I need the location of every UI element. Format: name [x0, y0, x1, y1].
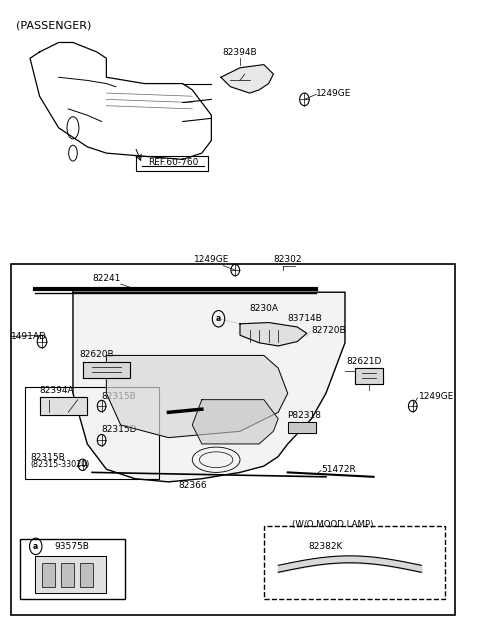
Text: REF.60-760: REF.60-760 [148, 158, 198, 167]
Text: 51472R: 51472R [321, 465, 356, 474]
Text: 1249GE: 1249GE [419, 392, 455, 401]
Text: 82620B: 82620B [80, 350, 114, 359]
Bar [61, 563, 74, 587]
Bar [25, 387, 159, 479]
Bar [11, 264, 455, 615]
Text: 82315B: 82315B [30, 453, 65, 462]
Bar [21, 538, 125, 599]
Text: 8230A: 8230A [250, 304, 278, 312]
Polygon shape [35, 556, 107, 592]
Text: a: a [216, 314, 221, 323]
Text: 1249GE: 1249GE [193, 255, 229, 264]
Text: a: a [33, 542, 38, 551]
Polygon shape [107, 356, 288, 438]
Polygon shape [355, 368, 383, 384]
Text: 1491AD: 1491AD [11, 332, 47, 341]
Text: 83714B: 83714B [288, 314, 323, 323]
Text: 82315B: 82315B [102, 392, 136, 401]
Polygon shape [39, 396, 87, 415]
Text: 82394A: 82394A [39, 385, 74, 394]
Polygon shape [83, 362, 130, 378]
Bar [80, 563, 94, 587]
Polygon shape [192, 399, 278, 444]
Text: 82621D: 82621D [347, 356, 382, 366]
Polygon shape [288, 422, 316, 432]
Text: 82366: 82366 [178, 481, 206, 490]
Text: 82720B: 82720B [312, 326, 346, 335]
Polygon shape [73, 292, 345, 482]
Text: 82315D: 82315D [102, 425, 137, 434]
Text: 1249GE: 1249GE [316, 88, 352, 98]
Polygon shape [240, 323, 307, 346]
Text: 93575B: 93575B [54, 542, 89, 551]
Text: 82241: 82241 [92, 274, 120, 283]
Text: 82302: 82302 [274, 255, 302, 264]
Bar [42, 563, 55, 587]
Text: 82382K: 82382K [309, 542, 343, 551]
Text: 82394B: 82394B [223, 48, 257, 57]
Text: (PASSENGER): (PASSENGER) [16, 20, 91, 30]
Text: P82318: P82318 [288, 411, 322, 420]
Bar [264, 526, 445, 599]
Polygon shape [221, 65, 274, 93]
Text: (82315-33020): (82315-33020) [30, 460, 89, 469]
Text: (W/O MOOD LAMP): (W/O MOOD LAMP) [292, 520, 374, 530]
